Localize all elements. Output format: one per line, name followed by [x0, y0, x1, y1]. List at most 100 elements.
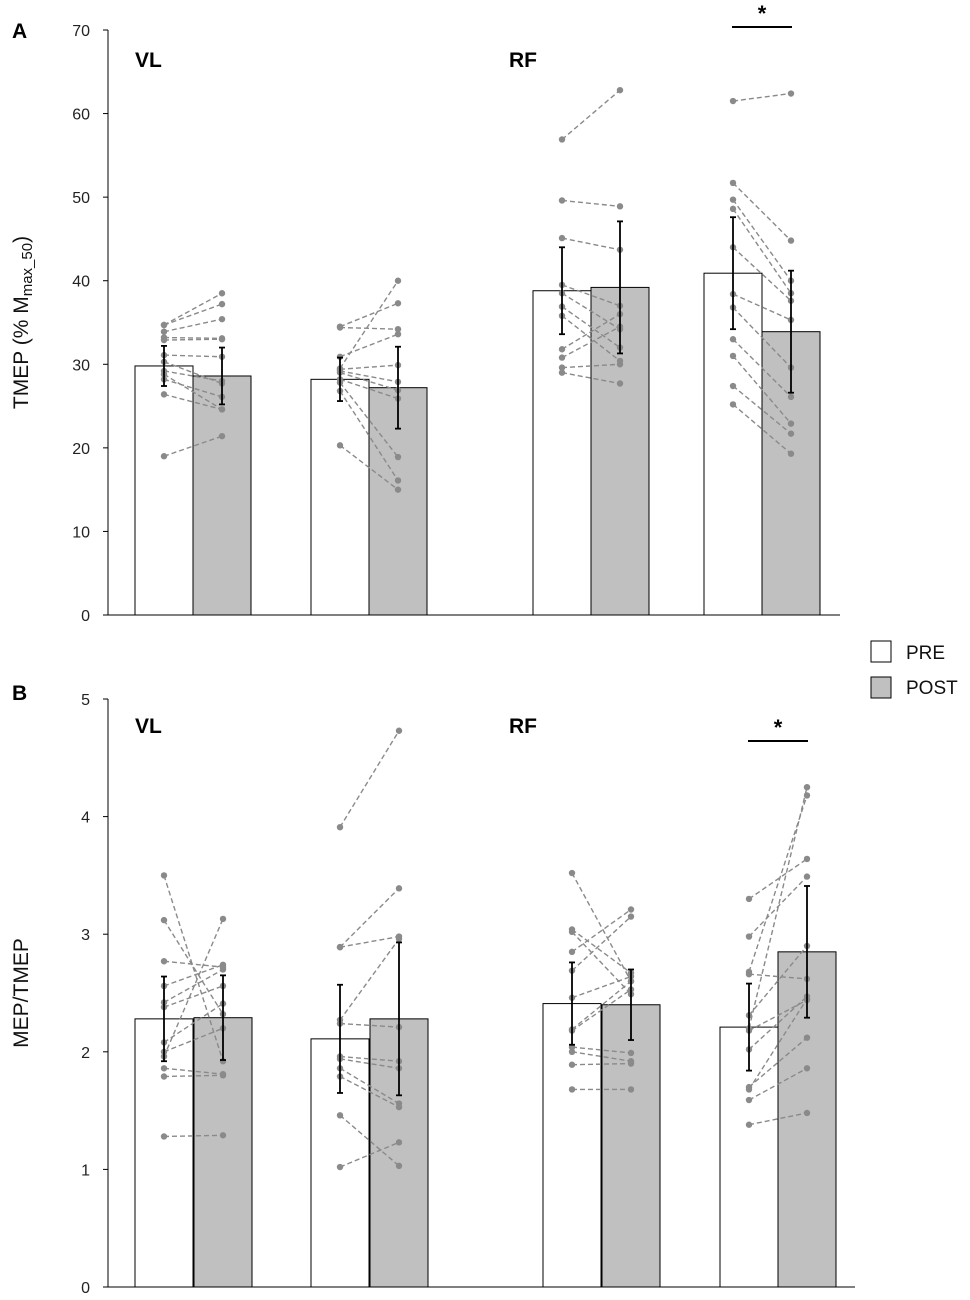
group-label: RF — [509, 715, 537, 738]
individual-point-pre — [336, 1112, 344, 1119]
group-label: RF — [509, 49, 537, 72]
individual-line — [163, 378, 223, 398]
individual-point-post — [218, 432, 226, 440]
bar-pre — [310, 378, 370, 616]
individual-line — [163, 875, 224, 1062]
individual-point-post — [787, 90, 795, 97]
individual-line — [339, 302, 399, 328]
individual-point-post — [394, 277, 402, 284]
individual-line — [163, 918, 224, 1057]
bar-pre — [532, 290, 592, 616]
individual-point-pre — [160, 453, 168, 460]
individual-line — [748, 1037, 808, 1088]
individual-line — [339, 1141, 400, 1168]
individual-point-pre — [729, 97, 737, 105]
individual-line — [163, 1074, 224, 1078]
individual-line — [339, 1067, 400, 1105]
individual-point-post — [616, 203, 624, 210]
individual-line — [561, 315, 621, 362]
bar-post — [590, 286, 650, 616]
individual-line — [339, 364, 399, 370]
individual-line — [748, 973, 808, 980]
significance-marker: * — [758, 1, 767, 26]
individual-line — [163, 292, 223, 326]
y-tick-label: 1 — [81, 1162, 90, 1179]
individual-point-post — [803, 792, 811, 799]
significance-marker: * — [774, 715, 783, 740]
individual-point-pre — [729, 352, 737, 360]
y-tick-label: 30 — [72, 357, 90, 374]
individual-point-pre — [160, 1133, 168, 1140]
individual-line — [163, 318, 223, 333]
individual-line — [748, 998, 808, 1090]
individual-line — [163, 393, 223, 411]
individual-point-post — [218, 335, 226, 342]
individual-line — [561, 199, 621, 208]
individual-line — [732, 293, 792, 321]
y-tick-label: 50 — [72, 190, 90, 207]
individual-line — [339, 280, 399, 369]
individual-line — [748, 858, 808, 900]
individual-line — [339, 326, 399, 330]
y-tick-label: 20 — [72, 441, 90, 458]
individual-line — [163, 964, 224, 987]
individual-line — [571, 1051, 632, 1062]
individual-point-post — [218, 315, 226, 323]
individual-line — [561, 363, 621, 369]
y-tick-label: 60 — [72, 107, 90, 124]
individual-point-pre — [729, 336, 737, 343]
individual-point-post — [627, 1086, 635, 1093]
individual-line — [163, 338, 223, 341]
individual-line — [732, 208, 792, 294]
bar-pre — [134, 365, 194, 616]
individual-point-post — [803, 1065, 811, 1072]
individual-point-pre — [336, 1163, 344, 1171]
individual-point-pre — [745, 933, 753, 940]
individual-point-pre — [568, 869, 576, 877]
individual-point-pre — [558, 136, 566, 143]
individual-point-post — [803, 855, 811, 863]
individual-point-pre — [568, 1048, 576, 1056]
individual-line — [339, 730, 400, 828]
y-axis-label: MEP/TMEP — [10, 938, 33, 1048]
individual-point-post — [787, 237, 795, 244]
y-tick-label: 0 — [81, 608, 90, 625]
individual-line — [339, 1114, 400, 1167]
individual-point-pre — [745, 1096, 753, 1104]
legend-post-swatch — [870, 676, 892, 699]
y-axis-label: TMEP (% Mmax_50) — [10, 236, 36, 409]
individual-line — [571, 1046, 632, 1054]
individual-line — [339, 371, 399, 391]
individual-point-pre — [558, 234, 566, 242]
individual-point-post — [627, 913, 635, 920]
individual-point-post — [395, 727, 403, 734]
panel-letter: B — [12, 682, 27, 705]
y-tick-label: 5 — [81, 692, 90, 709]
individual-point-pre — [729, 179, 737, 187]
individual-point-pre — [568, 948, 576, 956]
individual-point-pre — [160, 334, 168, 341]
individual-line — [732, 355, 792, 425]
individual-point-post — [616, 380, 624, 387]
individual-point-post — [787, 430, 795, 437]
individual-line — [571, 975, 632, 999]
individual-line — [571, 931, 632, 995]
individual-line — [748, 787, 808, 1029]
individual-point-post — [803, 873, 811, 880]
individual-line — [339, 1022, 400, 1028]
individual-point-post — [616, 357, 624, 365]
individual-line — [732, 246, 792, 302]
individual-line — [163, 361, 223, 385]
individual-line — [163, 960, 224, 968]
individual-point-post — [803, 1109, 811, 1117]
individual-line — [732, 92, 792, 102]
individual-line — [163, 336, 223, 340]
individual-point-post — [219, 915, 227, 923]
individual-line — [163, 1067, 224, 1075]
individual-line — [339, 1058, 400, 1069]
individual-line — [339, 333, 399, 358]
individual-point-pre — [558, 364, 566, 371]
individual-point-post — [394, 486, 402, 493]
individual-line — [339, 370, 399, 383]
individual-line — [163, 985, 224, 1008]
